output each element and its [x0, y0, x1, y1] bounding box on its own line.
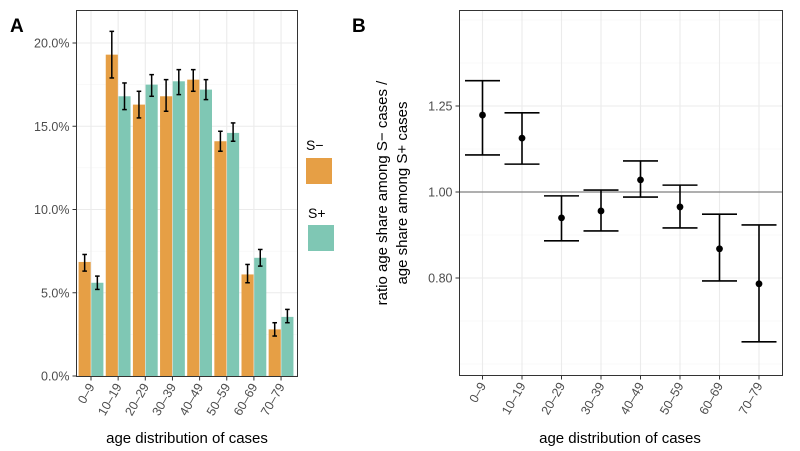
- panel-a-y-tick-label: 10.0%: [34, 203, 69, 217]
- bar-20-29-s-minus: [132, 104, 145, 376]
- panel-a-x-tick-label: 30–39: [150, 381, 180, 418]
- panel-a-x-axis-title: age distribution of cases: [106, 430, 268, 447]
- bar-10-19-s-plus: [118, 96, 131, 376]
- bar-50-59-s-minus: [214, 141, 227, 376]
- panel-a-errorbars: [82, 30, 290, 337]
- errorbar-0-9-s-plus: [95, 275, 100, 291]
- panel-a-y-tick-label: 15.0%: [34, 120, 69, 134]
- panel-a-x-tick-label: 60–69: [231, 381, 261, 418]
- panel-a-x-tick-label: 20–29: [122, 381, 152, 418]
- errorbar-70-79-s-minus: [272, 321, 277, 337]
- ratio-point-0-9: [479, 111, 486, 119]
- errorbar-20-29-s-plus: [149, 73, 154, 98]
- errorbar-40-49-s-plus: [203, 78, 209, 101]
- ratio-point-20-29: [558, 214, 565, 222]
- panel-b: B 0.80 1.00 1.25 0–9 10–19 20–29 30–39 40–49 50…: [352, 10, 783, 447]
- errorbar-20-29-s-minus: [136, 90, 142, 119]
- errorbar-30-39-s-minus: [163, 78, 169, 113]
- legend-label-s-plus: S+: [308, 205, 326, 221]
- errorbar-10-19-s-plus: [122, 82, 127, 111]
- bar-50-59-s-plus: [227, 132, 240, 376]
- bar-0-9-s-plus: [91, 282, 104, 376]
- panel-a-x-tick-label: 10–19: [95, 381, 125, 418]
- panel-b-x-tick-label: 50–59: [657, 380, 687, 417]
- legend-swatch-s-plus: [308, 225, 334, 251]
- ratio-point-10-19: [518, 134, 526, 142]
- panel-b-plot-area: [459, 10, 783, 376]
- panel-b-y-tick-label: 1.25: [428, 100, 452, 114]
- panel-b-x-tick-label: 70–79: [736, 380, 766, 417]
- bar-0-9-s-minus: [78, 261, 91, 376]
- ratio-point-30-39: [597, 207, 605, 215]
- panel-b-border: [459, 10, 783, 376]
- panel-b-x-axis-title: age distribution of cases: [539, 430, 701, 447]
- panel-b-x-tick-label: 0–9: [467, 380, 490, 405]
- ratio-point-70-79: [755, 280, 763, 288]
- bar-40-49-s-plus: [199, 89, 212, 377]
- legend: S− S+: [306, 137, 334, 251]
- panel-a-tag: A: [10, 16, 24, 37]
- bar-60-69-s-minus: [241, 274, 254, 376]
- panel-a-y-tick-label: 5.0%: [41, 286, 70, 300]
- bar-60-69-s-plus: [254, 257, 267, 376]
- errorbar-0-9-s-minus: [82, 253, 87, 272]
- errorbar-60-69-s-plus: [257, 248, 263, 267]
- panel-b-x-tick-label: 60–69: [697, 380, 727, 417]
- bar-10-19-s-minus: [105, 54, 118, 376]
- panel-b-points: [479, 111, 763, 288]
- bar-30-39-s-plus: [172, 81, 185, 377]
- panel-a-bars: [78, 54, 294, 377]
- panel-b-y-axis: 0.80 1.00 1.25: [428, 100, 460, 286]
- errorbar-30-39-s-plus: [176, 68, 182, 96]
- panel-a: A 0.0% 5.0% 10.0% 15.0% 20.0% 0–910–1920–293…: [10, 10, 298, 447]
- ratio-point-60-69: [716, 245, 723, 253]
- panel-b-y-axis-title-line-2: age share among S+ cases: [394, 101, 411, 284]
- panel-b-x-tick-label: 40–49: [618, 380, 648, 417]
- panel-b-y-axis-title-line-1: ratio age share among S− cases /: [374, 80, 391, 306]
- bar-30-39-s-minus: [160, 96, 173, 376]
- errorbar-40-49-s-minus: [190, 68, 196, 93]
- panel-b-x-tick-label: 20–29: [539, 380, 569, 417]
- errorbar-70-79-s-plus: [285, 308, 290, 324]
- panel-a-x-tick-label: 40–49: [177, 381, 207, 418]
- panel-a-x-tick-label: 50–59: [204, 381, 234, 418]
- ratio-point-40-49: [637, 176, 644, 184]
- panel-b-y-tick-label: 0.80: [428, 272, 452, 286]
- panel-a-y-axis: 0.0% 5.0% 10.0% 15.0% 20.0%: [34, 37, 77, 384]
- bar-20-29-s-plus: [145, 84, 158, 376]
- panel-a-x-tick-label: 70–79: [258, 381, 288, 418]
- panel-b-x-tick-label: 10–19: [499, 380, 529, 417]
- ratio-point-50-59: [676, 203, 684, 211]
- bar-70-79-s-plus: [281, 316, 294, 376]
- errorbar-50-59-s-plus: [230, 122, 236, 142]
- bar-40-49-s-minus: [187, 79, 200, 376]
- panel-b-tag: B: [352, 16, 366, 37]
- errorbar-50-59-s-minus: [218, 130, 223, 152]
- errorbar-10-19-s-minus: [109, 30, 115, 79]
- panel-b-y-tick-label: 1.00: [428, 186, 452, 200]
- panel-b-x-tick-label: 30–39: [578, 380, 608, 417]
- panel-a-y-tick-label: 20.0%: [34, 37, 69, 51]
- panel-b-x-axis: 0–9 10–19 20–29 30–39 40–49 50–59 60–69 70–79: [467, 375, 766, 417]
- legend-label-s-minus: S−: [306, 137, 324, 153]
- legend-swatch-s-minus: [306, 158, 332, 184]
- bar-70-79-s-minus: [268, 329, 281, 376]
- errorbar-60-69-s-minus: [245, 263, 250, 284]
- panel-a-y-tick-label: 0.0%: [41, 370, 70, 384]
- panel-a-border: [76, 10, 298, 377]
- panel-a-x-tick-label: 0–9: [75, 381, 98, 406]
